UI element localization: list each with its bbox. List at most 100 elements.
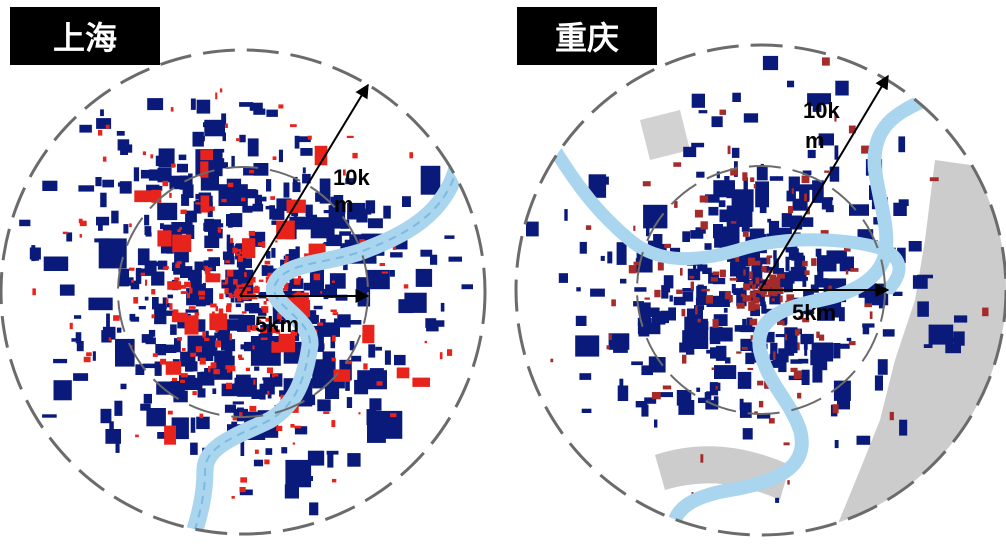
- chongqing-dark-patch: [714, 365, 737, 379]
- shanghai-dark-patch: [140, 169, 154, 179]
- chongqing-red-patch: [771, 298, 775, 302]
- shanghai-red-patch: [267, 272, 273, 277]
- chongqing-red-patch: [585, 225, 592, 230]
- chongqing-red-patch: [689, 275, 695, 279]
- shanghai-dark-patch: [157, 260, 168, 270]
- shanghai-dark-patch: [116, 327, 122, 333]
- shanghai-dark-patch: [53, 358, 68, 364]
- shanghai-dark-patch: [166, 303, 170, 308]
- shanghai-red-patch: [261, 241, 266, 248]
- shanghai-dark-patch: [204, 368, 219, 373]
- chongqing-red-patch: [824, 170, 830, 173]
- chongqing-dark-patch: [739, 252, 753, 261]
- shanghai-red-patch: [215, 340, 221, 348]
- chongqing-dark-patch: [679, 342, 691, 353]
- shanghai-5km-label: 5km: [255, 312, 299, 337]
- shanghai-red-patch: [78, 218, 83, 224]
- shanghai-dark-patch: [117, 182, 131, 187]
- chongqing-red-patch: [848, 341, 856, 346]
- chongqing-dark-patch: [673, 296, 686, 306]
- chongqing-red-patch: [816, 331, 820, 338]
- shanghai-red-patch: [79, 234, 82, 238]
- shanghai-dark-patch: [232, 401, 244, 405]
- shanghai-red-patch: [269, 322, 273, 326]
- shanghai-red-patch: [247, 282, 253, 285]
- chongqing-red-patch: [606, 345, 610, 350]
- shanghai-red-patch: [330, 309, 337, 313]
- chongqing-red-patch: [982, 307, 989, 317]
- chongqing-dark-patch: [742, 318, 747, 331]
- shanghai-red-patch: [179, 227, 182, 230]
- shanghai-red-patch: [231, 496, 235, 499]
- chongqing-dark-patch: [862, 323, 875, 328]
- chongqing-map-panel: 10k m 5km: [514, 43, 1006, 537]
- shanghai-red-patch: [180, 291, 188, 294]
- chongqing-red-patch: [819, 334, 825, 341]
- shanghai-red-patch: [230, 238, 234, 244]
- shanghai-dark-patch: [102, 179, 114, 188]
- chongqing-dark-patch: [917, 301, 929, 317]
- shanghai-red-patch: [346, 135, 354, 138]
- chongqing-dark-patch: [892, 291, 903, 296]
- shanghai-dark-patch: [425, 318, 437, 328]
- chongqing-dark-patch: [802, 276, 807, 287]
- shanghai-red-patch: [242, 294, 249, 301]
- shanghai-red-patch: [98, 129, 103, 136]
- chongqing-dark-patch: [739, 402, 752, 418]
- shanghai-red-patch: [199, 296, 205, 300]
- shanghai-red-patch: [131, 279, 134, 283]
- chongqing-dark-patch: [790, 359, 803, 364]
- shanghai-dark-patch: [312, 359, 336, 389]
- shanghai-red-patch: [314, 145, 328, 166]
- chongqing-red-patch: [861, 145, 870, 154]
- chongqing-dark-patch: [773, 250, 777, 259]
- shanghai-dark-patch: [273, 325, 278, 329]
- shanghai-red-patch: [238, 354, 243, 359]
- chongqing-red-patch: [776, 273, 785, 279]
- shanghai-dark-patch: [200, 371, 215, 386]
- shanghai-red-patch: [176, 337, 182, 341]
- shanghai-dark-patch: [160, 223, 164, 230]
- shanghai-dark-patch: [154, 361, 162, 376]
- shanghai-red-patch: [273, 373, 279, 377]
- chongqing-dark-patch: [757, 413, 771, 419]
- shanghai-dark-patch: [205, 330, 209, 340]
- shanghai-red-patch: [199, 357, 206, 365]
- chongqing-dark-patch: [709, 382, 721, 391]
- shanghai-dark-patch: [96, 118, 112, 129]
- chongqing-red-patch: [777, 320, 785, 325]
- shanghai-red-patch: [129, 223, 132, 228]
- chongqing-red-patch: [754, 260, 761, 266]
- chongqing-red-patch: [777, 278, 781, 286]
- chongqing-dark-patch: [743, 177, 748, 192]
- shanghai-red-patch: [221, 198, 227, 203]
- shanghai-dark-patch: [154, 303, 167, 325]
- shanghai-dark-patch: [142, 363, 158, 369]
- shanghai-dark-patch: [176, 163, 188, 173]
- chongqing-red-patch: [697, 318, 701, 323]
- shanghai-dark-patch: [298, 136, 311, 143]
- shanghai-dark-patch: [259, 383, 266, 400]
- shanghai-dark-patch: [195, 193, 202, 199]
- chongqing-dark-patch: [762, 55, 779, 71]
- chongqing-red-patch: [633, 261, 641, 265]
- shanghai-dark-patch: [243, 341, 254, 352]
- shanghai-red-patch: [134, 190, 154, 203]
- chongqing-red-patch: [633, 225, 636, 231]
- shanghai-red-patch: [229, 365, 236, 372]
- shanghai-dark-patch: [135, 364, 145, 375]
- chongqing-dark-patch: [658, 392, 673, 398]
- shanghai-dark-patch: [218, 184, 248, 206]
- shanghai-red-patch: [323, 411, 330, 414]
- chongqing-red-patch: [791, 188, 794, 195]
- shanghai-red-patch: [200, 195, 210, 213]
- shanghai-dark-patch: [369, 398, 382, 411]
- shanghai-red-patch: [195, 202, 201, 205]
- shanghai-red-patch: [217, 227, 221, 233]
- chongqing-red-patch: [797, 392, 802, 399]
- chongqing-red-patch: [642, 181, 651, 187]
- shanghai-red-patch: [260, 337, 268, 340]
- chongqing-dark-patch: [821, 197, 833, 210]
- chongqing-red-patch: [757, 380, 764, 386]
